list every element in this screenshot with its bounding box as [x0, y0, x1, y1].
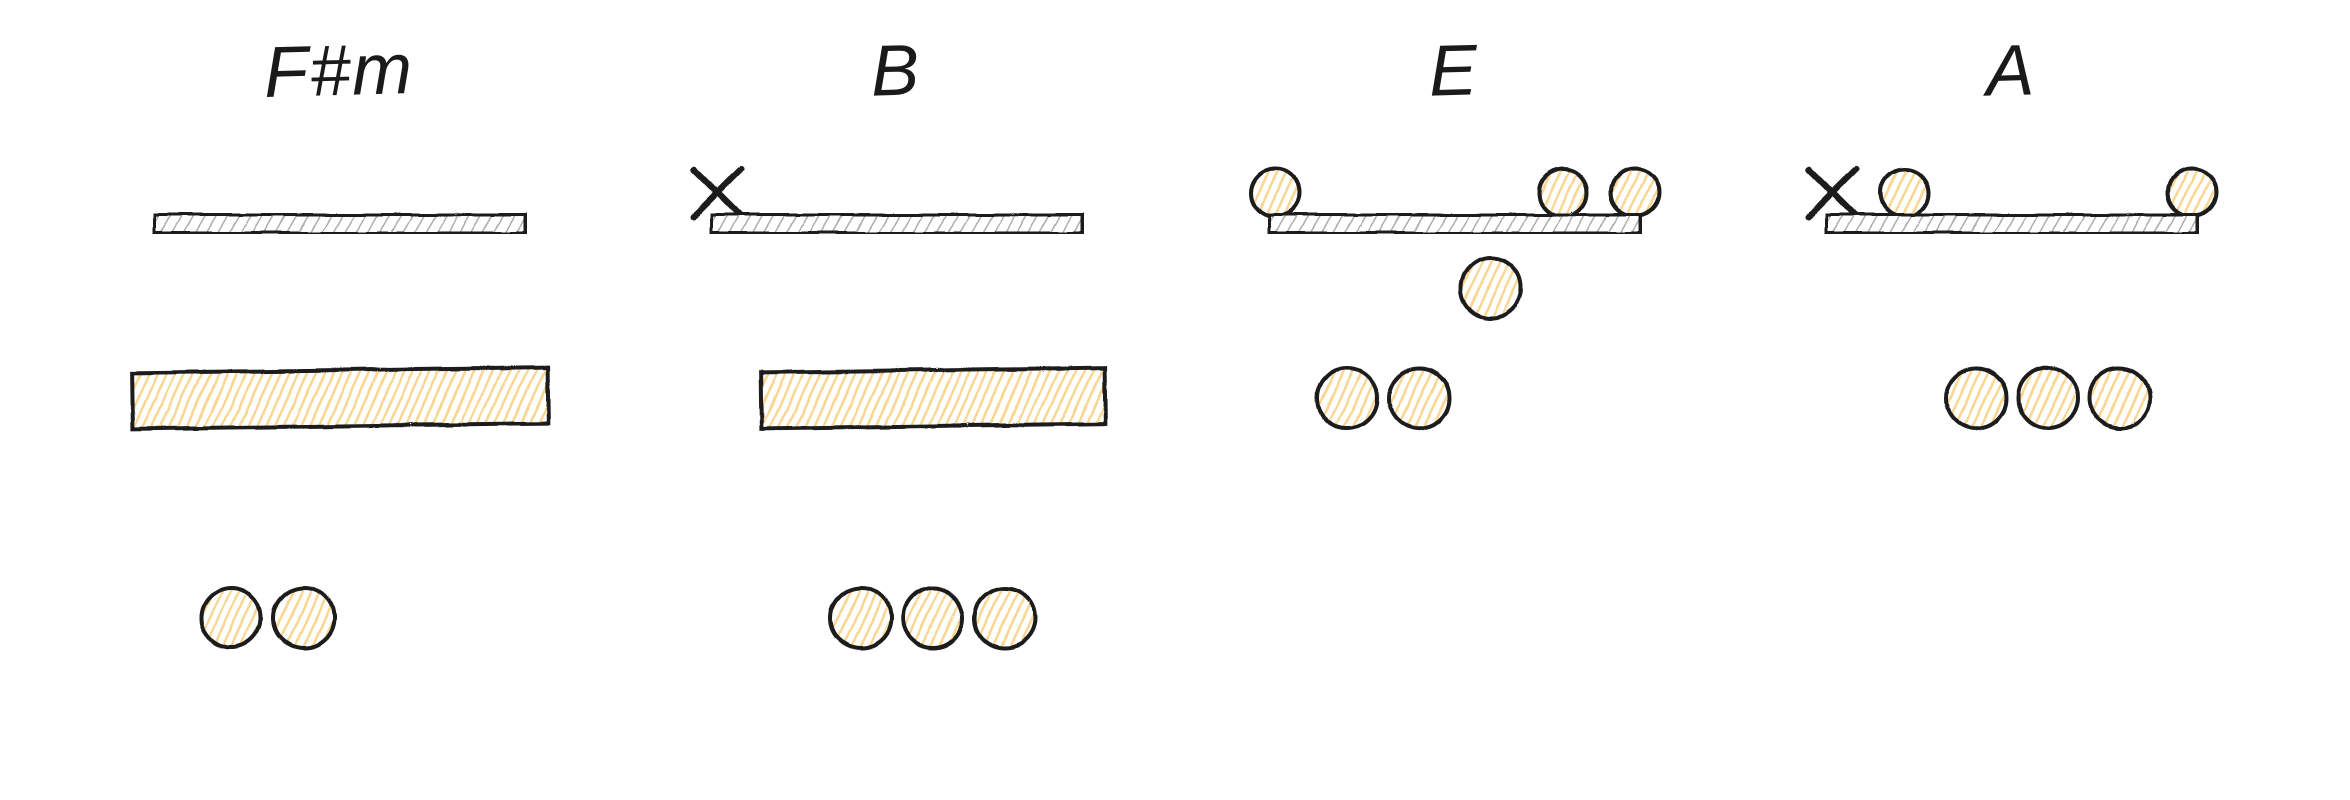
open-string-marker: [1610, 168, 1658, 216]
open-string-marker: [1538, 168, 1586, 216]
finger-dot: [2089, 367, 2149, 427]
chord-diagram: A: [1801, 30, 2221, 702]
open-string-marker: [1250, 168, 1298, 216]
mute-marker: [692, 168, 740, 216]
mute-marker: [1807, 168, 1855, 216]
finger-dot: [1388, 367, 1448, 427]
finger-dot: [201, 587, 261, 647]
finger-dot: [902, 587, 962, 647]
barre: [760, 367, 1105, 428]
chord-diagram-row: F#m B: [0, 0, 2350, 800]
barre: [130, 366, 547, 428]
chord-name-label: B: [870, 29, 922, 112]
fretboard: [129, 162, 549, 702]
chord-name-label: F#m: [263, 28, 415, 114]
finger-dot: [273, 587, 333, 647]
chord-diagram: F#m: [129, 30, 549, 702]
chord-diagram: E: [1244, 30, 1664, 702]
finger-dot: [830, 587, 890, 647]
chord-name-label: E: [1428, 29, 1480, 112]
fretboard: [686, 162, 1106, 702]
finger-dot: [1945, 367, 2005, 427]
fretboard: [1801, 162, 2221, 702]
finger-dot: [1316, 367, 1376, 427]
finger-dot: [2017, 367, 2077, 427]
finger-dot: [1460, 257, 1520, 317]
fretboard: [1244, 162, 1664, 702]
finger-dot: [974, 587, 1034, 647]
chord-name-label: A: [1985, 29, 2037, 112]
open-string-marker: [2167, 168, 2215, 216]
chord-diagram: B: [686, 30, 1106, 702]
open-string-marker: [1879, 168, 1927, 216]
